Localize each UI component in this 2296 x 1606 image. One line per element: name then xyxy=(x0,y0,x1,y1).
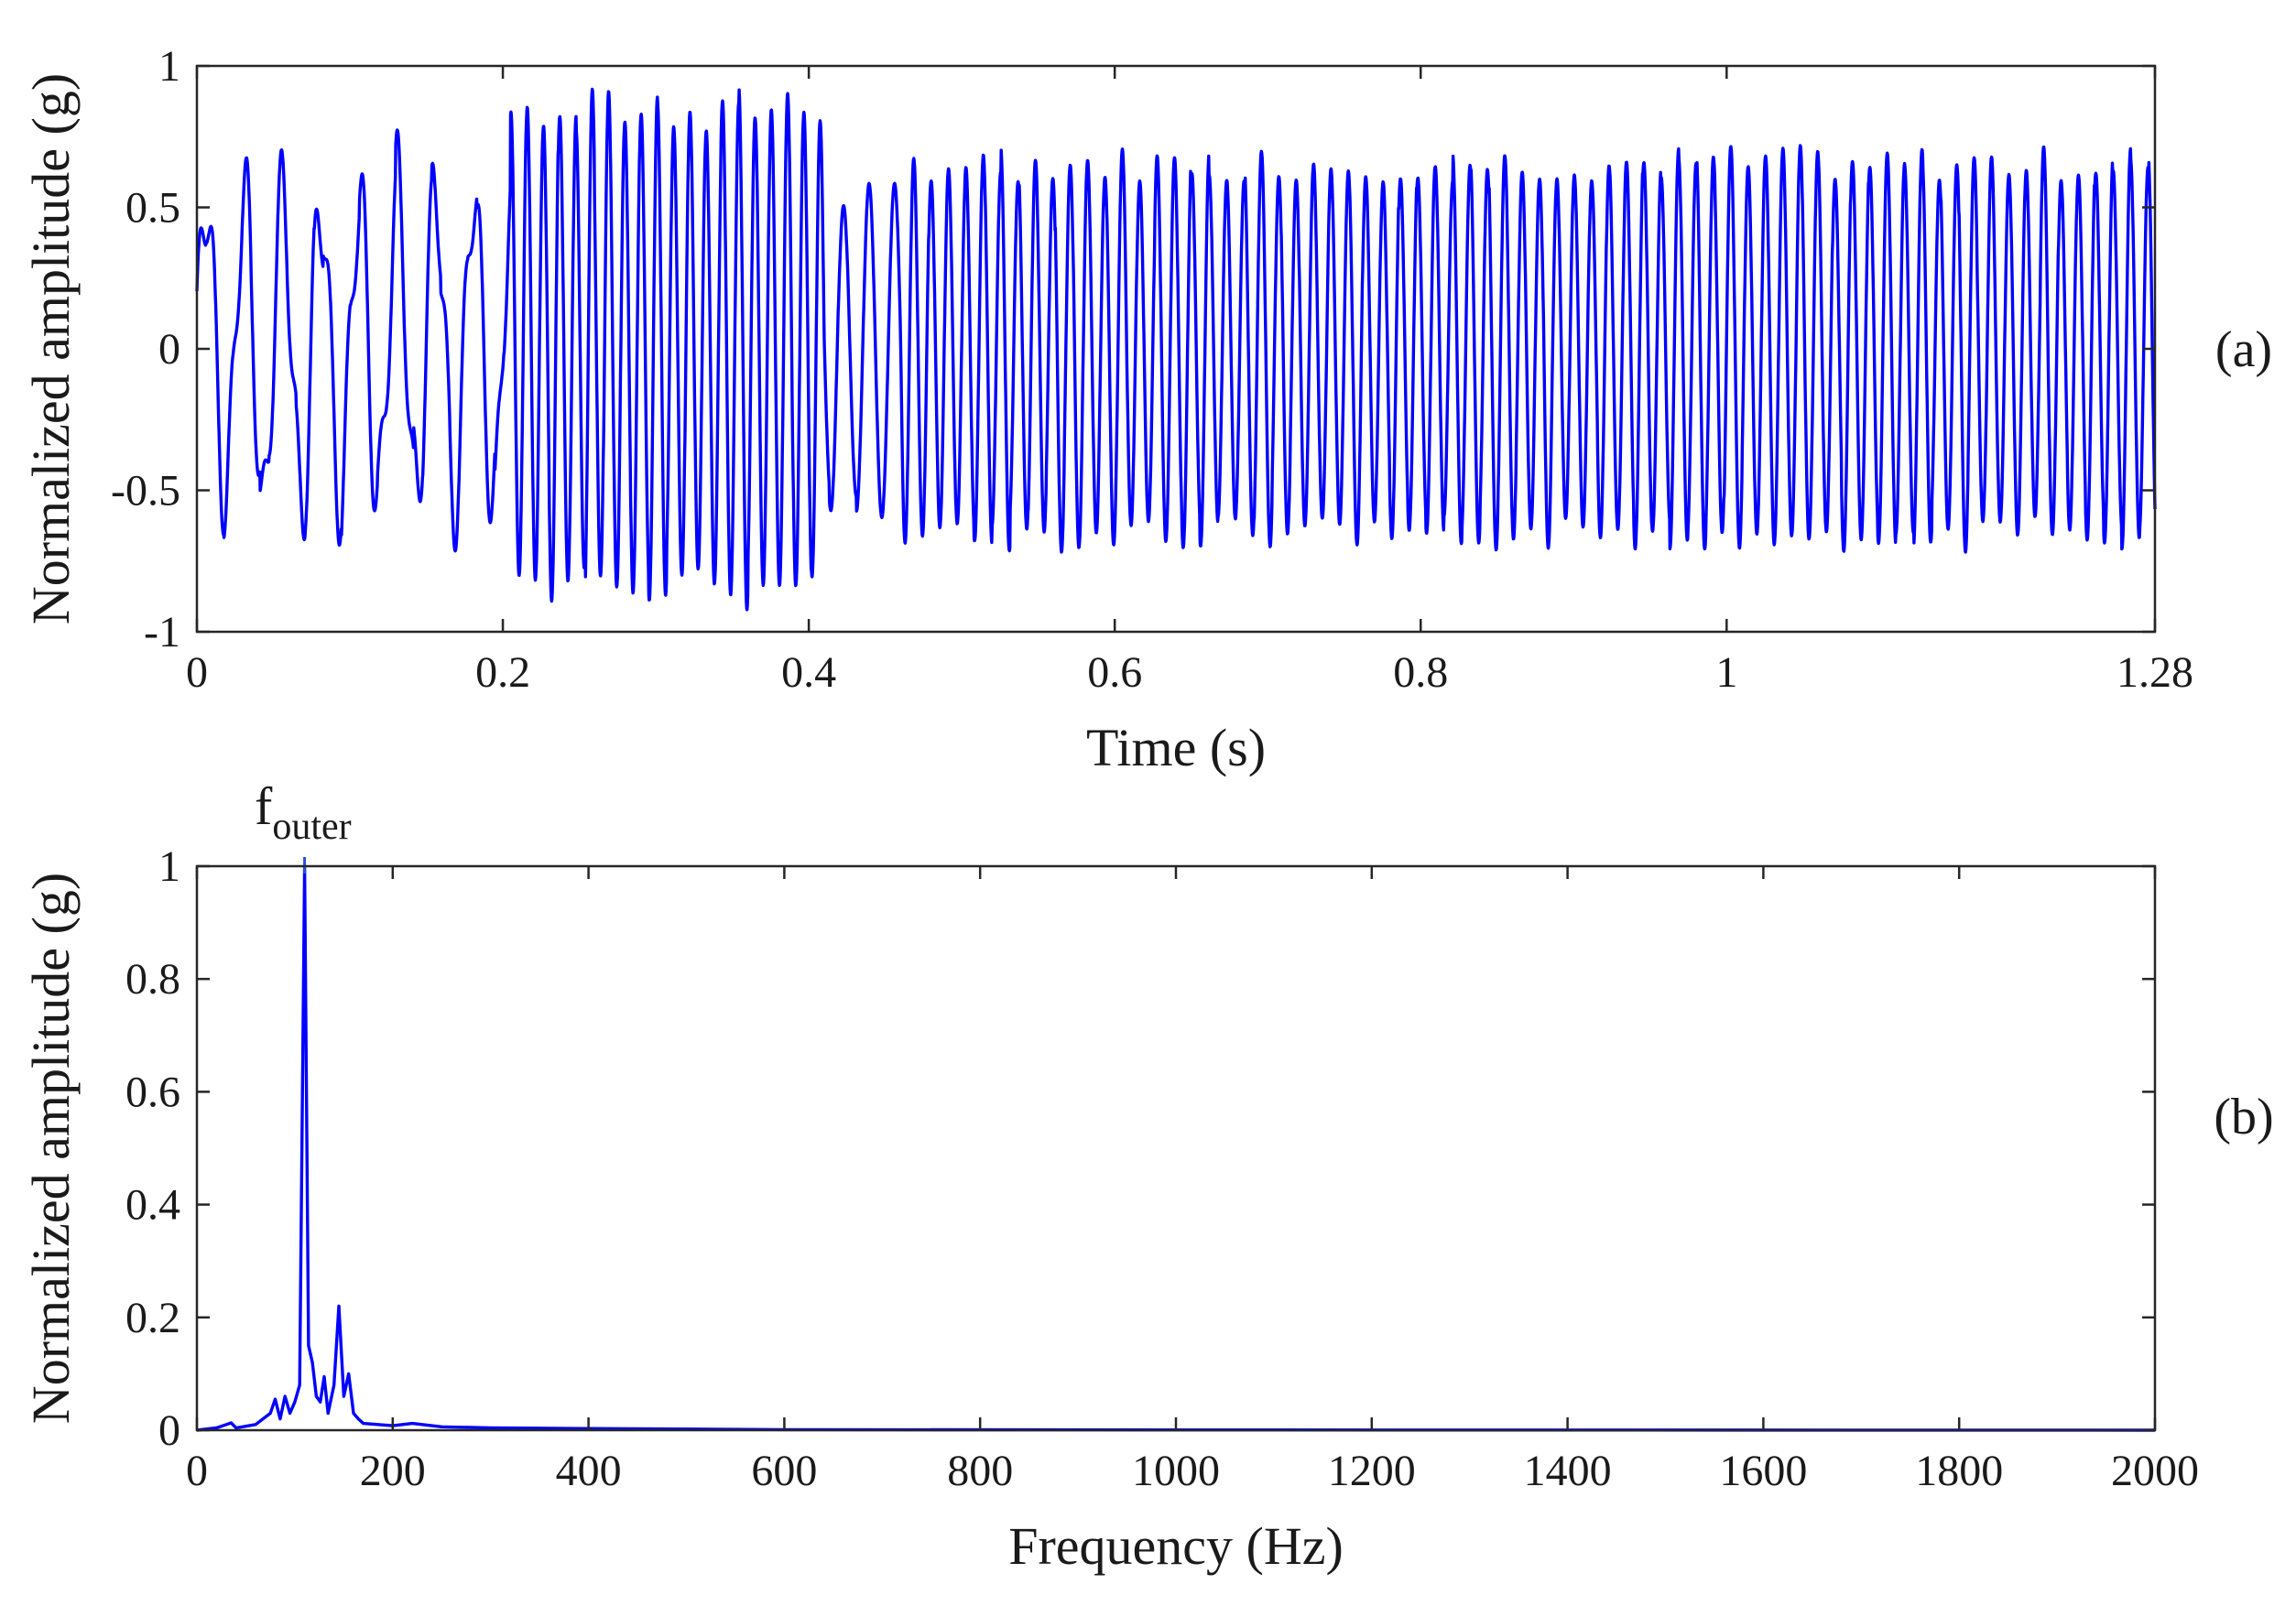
panel-b-x-tick-label: 1400 xyxy=(1524,1447,1612,1495)
panel-b-y-tick-label: 0.4 xyxy=(125,1181,180,1230)
panel-a-x-tick-label: 0.2 xyxy=(475,648,530,697)
panel-a-x-tick-label: 1.28 xyxy=(2116,648,2193,697)
panel-b-y-tick-label: 0.6 xyxy=(125,1068,180,1116)
panel-b-x-tick-label: 200 xyxy=(360,1447,426,1495)
panel-b-label: (b) xyxy=(2214,1089,2273,1145)
panel-a-x-tick-label: 0.8 xyxy=(1393,648,1448,697)
panel-b-x-tick-label: 2000 xyxy=(2111,1447,2199,1495)
panel-b-x-tick-label: 1800 xyxy=(1915,1447,2003,1495)
panel-a-y-tick-label: -0.5 xyxy=(111,467,180,515)
panel-b-x-tick-label: 1000 xyxy=(1132,1447,1220,1495)
panel-a-signal-line xyxy=(195,87,2157,612)
panel-b-plot-area xyxy=(197,866,2155,1430)
panel-a-x-tick-label: 0.6 xyxy=(1087,648,1142,697)
panel-a-y-tick-label: 1 xyxy=(158,42,180,91)
panel-b-y-tick-label: 0.8 xyxy=(125,955,180,1004)
panel-b-x-tick-label: 1600 xyxy=(1719,1447,1807,1495)
f-outer-annotation-subscript: outer xyxy=(272,806,351,848)
panel-b-x-tick-label: 800 xyxy=(947,1447,1013,1495)
panel-b-y-axis-title: Normalized amplitude (g) xyxy=(21,873,81,1424)
panel-a-x-tick-label: 0 xyxy=(186,648,208,697)
panel-a-axes-box xyxy=(195,64,2157,634)
panel-b-y-tick-label: 0.2 xyxy=(125,1294,180,1342)
panel-b-x-tick-label: 400 xyxy=(556,1447,622,1495)
panel-a-y-tick-label: 0.5 xyxy=(125,184,180,233)
panel-a-x-tick-label: 1 xyxy=(1715,648,1737,697)
f-outer-annotation: fouter xyxy=(255,776,352,848)
panel-b-x-tick-label: 1200 xyxy=(1328,1447,1416,1495)
panel-b-axes-box xyxy=(195,864,2157,1432)
panel-a-label: (a) xyxy=(2215,321,2272,378)
panel-b-y-tick-label: 1 xyxy=(158,842,180,891)
panel-a-y-axis-title: Normalized amplitude (g) xyxy=(21,73,81,624)
panel-b-spectrum: 0 200 400 600 800 1000 1200 1400 1600 1800 2000 0 0.… xyxy=(21,776,2274,1576)
panel-a-ticks: 0 0.2 0.4 0.6 0.8 1 1.28 -1 -0.5 0 0.5 1 xyxy=(111,42,2193,697)
panel-b-spectrum-line xyxy=(196,864,2156,1432)
panel-b-ticks: 0 200 400 600 800 1000 1200 1400 1600 1800 2000 0 0.… xyxy=(125,842,2199,1495)
panel-b-x-tick-label: 0 xyxy=(186,1447,208,1495)
panel-b-y-tick-label: 0 xyxy=(158,1406,180,1455)
f-outer-annotation-main: f xyxy=(255,776,273,836)
panel-a-y-tick-label: -1 xyxy=(144,608,180,657)
panel-a-time-waveform: 0 0.2 0.4 0.6 0.8 1 1.28 -1 -0.5 0 0.5 1 Time (s) N… xyxy=(21,42,2272,777)
panel-a-plot-area xyxy=(197,66,2155,632)
panel-b-x-axis-title: Frequency (Hz) xyxy=(1008,1516,1344,1576)
panel-b-x-tick-label: 600 xyxy=(751,1447,817,1495)
panel-a-x-axis-title: Time (s) xyxy=(1086,718,1266,777)
panel-a-x-tick-label: 0.4 xyxy=(781,648,836,697)
panel-a-y-tick-label: 0 xyxy=(158,325,180,374)
